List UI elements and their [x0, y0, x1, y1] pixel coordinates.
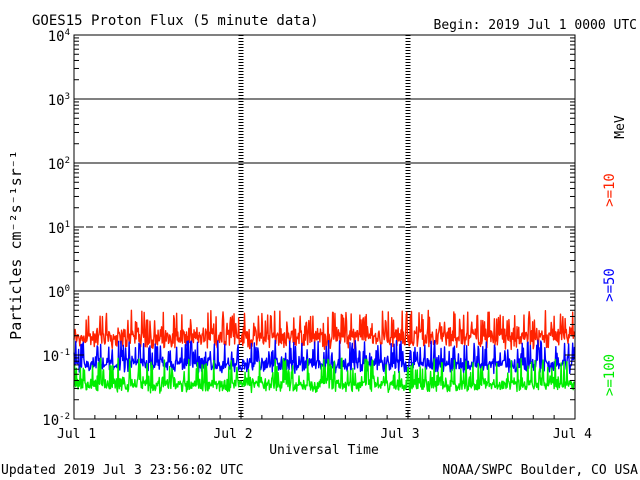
- x-axis-label: Universal Time: [269, 443, 379, 458]
- series-line: [73, 357, 575, 394]
- updated-timestamp: Updated 2019 Jul 3 23:56:02 UTC: [1, 463, 244, 478]
- chart-title: GOES15 Proton Flux (5 minute data): [32, 13, 319, 29]
- y-tick-label: 103: [48, 92, 70, 109]
- reference-lines: [74, 98, 575, 292]
- x-axis: Jul 1 Jul 2 Jul 3 Jul 4: [57, 411, 592, 442]
- x-tick-label: Jul 4: [553, 427, 592, 442]
- y-tick-label: 100: [48, 284, 70, 301]
- legend-unit: MeV: [613, 115, 628, 139]
- legend-label: >=100: [602, 354, 618, 396]
- series-line: [73, 309, 576, 351]
- legend-label: >=10: [602, 173, 618, 207]
- day-separators: [238, 35, 411, 419]
- y-tick-label: 102: [48, 156, 70, 173]
- y-axis: 10-2 10-1 100 101 102 103 104: [42, 28, 575, 429]
- series-group: [73, 309, 576, 394]
- y-tick-label: 10-2: [42, 412, 70, 429]
- y-tick-label: 10-1: [42, 348, 70, 365]
- y-tick-label: 101: [48, 220, 70, 237]
- y-axis-label: Particles cm⁻²s⁻¹sr⁻¹: [7, 150, 25, 340]
- plot-frame: [73, 34, 576, 420]
- begin-time: Begin: 2019 Jul 1 0000 UTC: [434, 18, 638, 33]
- legend: >=10 >=50 >=100 MeV: [602, 115, 628, 396]
- x-tick-label: Jul 2: [213, 427, 252, 442]
- credit-text: NOAA/SWPC Boulder, CO USA: [442, 463, 638, 478]
- y-tick-label: 104: [48, 28, 70, 45]
- x-tick-label: Jul 1: [57, 427, 96, 442]
- legend-label: >=50: [602, 268, 618, 302]
- x-tick-label: Jul 3: [380, 427, 419, 442]
